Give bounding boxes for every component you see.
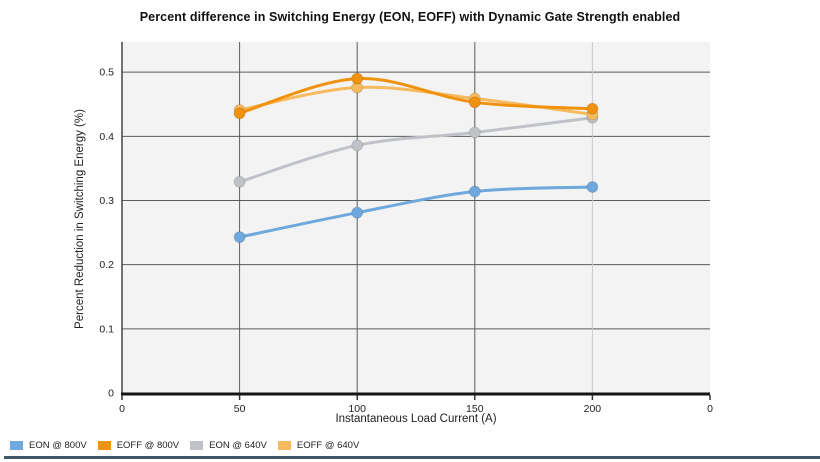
x-tick-label: 100 [348,403,366,415]
series-marker-1 [586,181,599,194]
legend-item-1: EON @ 800V [10,440,87,451]
series-marker-2 [351,72,364,85]
y-tick-label: 0.3 [99,195,114,207]
legend-item-3: EON @ 640V [190,440,267,451]
series-marker-1 [351,206,364,219]
legend-swatch-icon [97,441,111,450]
y-tick-label: 0.4 [99,131,114,143]
series-marker-2 [233,107,246,120]
x-tick-label: 150 [466,403,484,415]
y-tick-label: 0.5 [99,67,114,79]
series-marker-3 [351,139,364,152]
legend-label: EOFF @ 640V [296,440,360,451]
legend-label: EON @ 640V [209,440,267,451]
legend-label: EON @ 800V [29,440,87,451]
series-line-1 [238,185,594,239]
series-marker-3 [468,126,481,139]
series-line-2 [238,77,594,115]
bottom-divider-line [4,456,820,459]
legend-swatch-icon [277,441,291,450]
series-marker-3 [233,175,246,188]
series-marker-2 [586,102,599,115]
legend-item-2: EOFF @ 800V [97,440,180,451]
series-marker-1 [468,185,481,198]
legend-item-4: EOFF @ 640V [277,440,360,451]
legend-label: EOFF @ 800V [116,440,180,451]
legend-swatch-icon [10,441,23,450]
line-chart-canvas: 0 50 100 150 200 000.10.20.30.40.5 [99,42,713,415]
y-tick-label: 0.2 [99,259,114,271]
y-tick-label: 0.1 [99,323,114,335]
plot-area-background [122,42,710,393]
y-tick-label: 0 [108,388,114,400]
legend-swatch-icon [190,441,204,450]
series-marker-1 [233,231,246,244]
x-tick-label: 0 [707,403,713,415]
x-tick-label: 0 [119,403,125,415]
x-tick-label: 200 [584,403,602,415]
y-axis-title: Percent Reduction in Switching Energy (%… [74,109,86,329]
series-marker-2 [468,96,481,109]
chart-title: Percent difference in Switching Energy (… [139,10,681,24]
x-axis-title: Instantaneous Load Current (A) [335,413,497,425]
x-tick-label: 50 [234,403,246,415]
chart-legend: EON @ 800V EOFF @ 800V EON @ 640V EOFF @ 64… [10,440,359,451]
series-line-3 [238,116,594,184]
